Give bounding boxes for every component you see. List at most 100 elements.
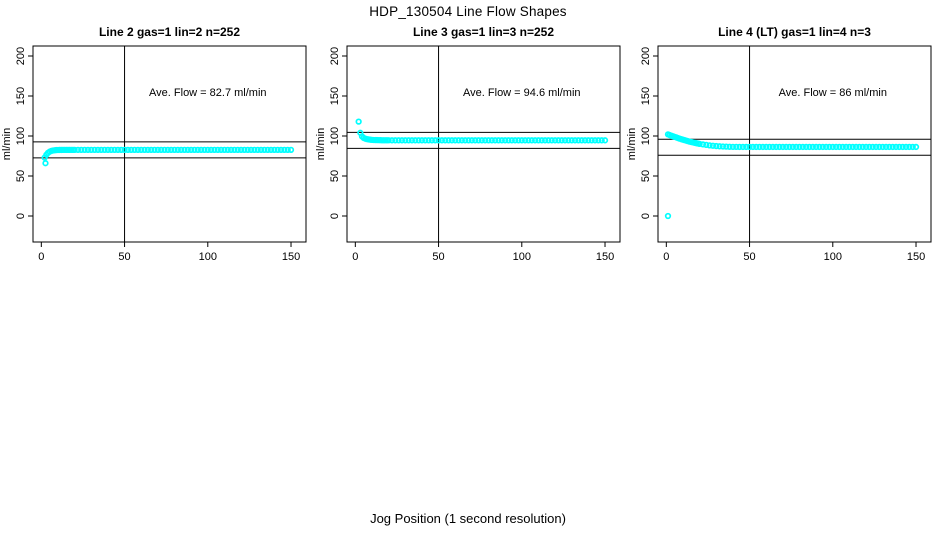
data-point: [912, 143, 920, 151]
x-tick-label: 50: [118, 251, 130, 263]
data-point: [187, 146, 195, 153]
data-point: [555, 137, 562, 144]
ave-flow-annotation: Ave. Flow = 94.6 ml/min: [463, 87, 580, 99]
data-point: [703, 141, 710, 149]
data-point: [719, 143, 727, 150]
data-point: [221, 146, 228, 153]
data-point: [561, 137, 569, 144]
data-point: [88, 146, 95, 153]
data-point: [267, 146, 275, 153]
y-tick-label: 50: [640, 170, 652, 182]
data-point: [746, 143, 753, 151]
data-point: [796, 143, 803, 151]
data-point: [398, 137, 406, 144]
data-point: [488, 137, 495, 144]
data-point: [111, 146, 118, 153]
data-point: [385, 137, 392, 144]
data-point: [174, 146, 181, 153]
data-point: [472, 137, 479, 144]
data-point: [114, 146, 122, 153]
data-point: [271, 146, 278, 153]
data-point: [217, 146, 225, 153]
main-title: HDP_130504 Line Flow Shapes: [369, 4, 567, 19]
y-axis-title: ml/min: [626, 128, 638, 160]
data-point: [241, 146, 248, 153]
data-point: [395, 137, 402, 144]
data-point: [42, 160, 49, 167]
data-point: [578, 137, 585, 144]
data-point: [769, 143, 777, 151]
y-tick-label: 0: [15, 213, 27, 219]
y-tick-label: 100: [15, 127, 27, 145]
y-tick-label: 0: [329, 213, 341, 219]
data-point: [244, 146, 251, 153]
data-point: [786, 143, 793, 151]
x-tick-label: 50: [743, 251, 755, 263]
y-tick-label: 0: [640, 213, 652, 219]
y-axis-title: ml/min: [315, 128, 327, 160]
line-2-scatter-chart: Line 2 gas=1 lin=2 n=252 0 50 100 150 0 50 100 1…: [1, 25, 307, 263]
data-point: [558, 137, 565, 144]
data-point: [465, 137, 472, 144]
data-point: [462, 137, 469, 144]
data-point: [709, 142, 717, 149]
data-point: [207, 146, 215, 153]
data-point: [148, 146, 155, 153]
data-point: [733, 143, 740, 151]
data-point: [882, 143, 890, 151]
data-point: [595, 137, 602, 144]
data-point: [776, 143, 783, 151]
ave-flow-annotation: Ave. Flow = 82.7 ml/min: [149, 87, 266, 99]
data-point: [224, 146, 231, 153]
data-point: [214, 146, 221, 153]
x-tick-label: 150: [596, 251, 614, 263]
data-point: [812, 143, 820, 151]
x-tick-label: 0: [352, 251, 358, 263]
data-point: [492, 137, 499, 144]
data-point: [178, 146, 185, 153]
x-tick-label: 150: [907, 251, 925, 263]
data-point: [412, 137, 419, 144]
data-point: [892, 143, 900, 151]
data-point: [816, 143, 823, 151]
data-point: [254, 146, 261, 153]
data-point: [716, 143, 723, 150]
panel-title: Line 4 (LT) gas=1 lin=4 n=3: [718, 25, 871, 39]
data-point: [511, 137, 519, 144]
y-tick-label: 150: [329, 87, 341, 105]
data-point: [906, 143, 913, 151]
plot-panel-line-4: Line 4 (LT) gas=1 lin=4 n=3 0 50 100 150 0 50 1…: [625, 20, 936, 272]
data-point: [144, 146, 152, 153]
data-point: [872, 143, 880, 151]
data-point: [485, 137, 492, 144]
data-point: [171, 146, 178, 153]
data-point: [571, 137, 579, 144]
data-point: [876, 143, 883, 151]
data-point: [495, 137, 502, 144]
data-point: [859, 143, 866, 151]
data-point: [575, 137, 582, 144]
data-point: [581, 137, 589, 144]
data-point: [138, 146, 145, 153]
data-point: [98, 146, 105, 153]
data-point: [699, 141, 707, 148]
data-point: [535, 137, 542, 144]
data-point: [405, 137, 412, 144]
data-point: [538, 137, 545, 144]
data-point: [531, 137, 539, 144]
data-point: [508, 137, 515, 144]
data-point: [274, 146, 281, 153]
data-point: [237, 146, 245, 153]
ave-flow-annotation: Ave. Flow = 86 ml/min: [779, 87, 887, 99]
data-point: [588, 137, 595, 144]
data-point: [548, 137, 555, 144]
data-point: [521, 137, 529, 144]
data-point: [528, 137, 535, 144]
x-tick-label: 50: [432, 251, 444, 263]
data-point: [832, 143, 840, 151]
data-point: [478, 137, 485, 144]
data-point: [121, 146, 128, 153]
data-point: [154, 146, 161, 153]
x-axis-title: Jog Position (1 second resolution): [370, 511, 566, 526]
